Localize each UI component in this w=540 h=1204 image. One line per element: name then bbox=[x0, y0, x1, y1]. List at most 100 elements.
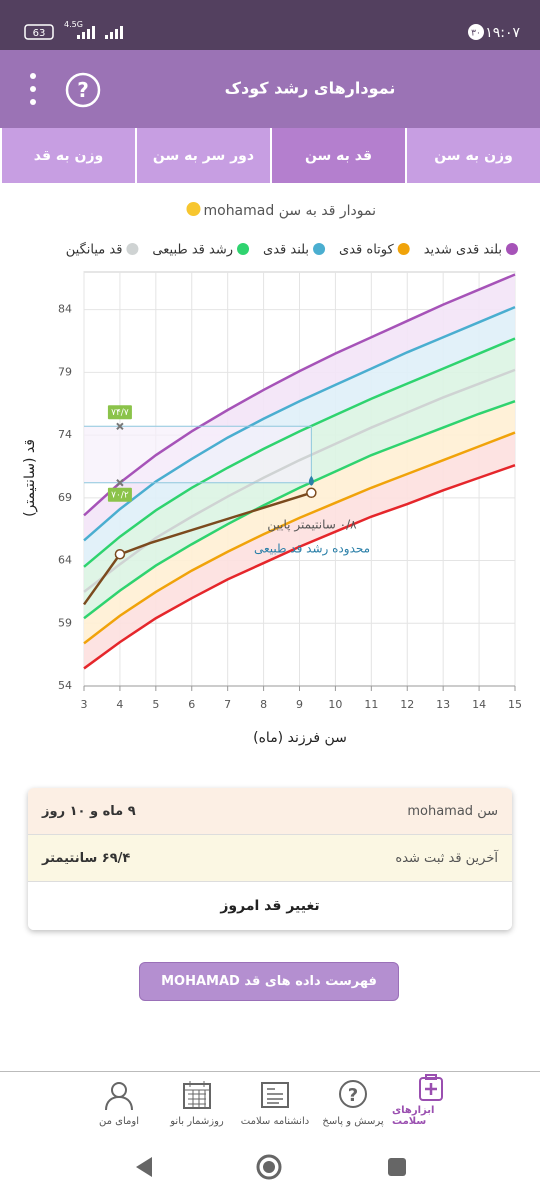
info-row: سن mohamad ۹ ماه و ۱۰ روز bbox=[28, 788, 512, 835]
info-label: سن mohamad bbox=[407, 803, 498, 819]
x-tick-label: 6 bbox=[188, 698, 195, 711]
nav-item[interactable]: ابزارهای سلامت bbox=[392, 1072, 470, 1137]
x-tick-label: 15 bbox=[508, 698, 522, 711]
legend-swatch bbox=[126, 243, 139, 255]
band-fill bbox=[84, 432, 515, 669]
y-axis-label: قد (سانتیمتر) bbox=[22, 439, 38, 517]
change-height-button[interactable]: تغییر قد امروز bbox=[28, 882, 512, 930]
range-label: ۷۴/۷ bbox=[111, 408, 129, 418]
y-tick-label: 59 bbox=[58, 616, 72, 629]
series-line bbox=[82, 491, 312, 606]
series-line bbox=[83, 337, 516, 568]
y-tick-label: 84 bbox=[58, 303, 72, 316]
nav-label: ابزارهای سلامت bbox=[392, 1105, 435, 1127]
nav-label: اومای من bbox=[99, 1116, 139, 1127]
legend-swatch bbox=[397, 243, 410, 255]
nav-icon: ? bbox=[339, 1080, 367, 1108]
nav-item[interactable]: اومای من bbox=[80, 1072, 158, 1137]
svg-text:?: ? bbox=[348, 1085, 358, 1106]
x-tick-label: 8 bbox=[260, 698, 267, 711]
x-tick-label: 12 bbox=[400, 698, 414, 711]
recents-button[interactable] bbox=[388, 1158, 406, 1176]
signal-icon bbox=[77, 26, 123, 39]
y-tick-label: 64 bbox=[58, 554, 72, 567]
app-header: ? نمودارهای رشد کودک bbox=[0, 50, 540, 128]
svg-text:?: ? bbox=[77, 78, 89, 102]
range-cross bbox=[116, 479, 124, 487]
tab[interactable]: دور سر به سن bbox=[137, 128, 270, 183]
legend-swatch bbox=[506, 243, 518, 255]
x-tick-label: 4 bbox=[116, 698, 123, 711]
network-type: 4.5G bbox=[64, 20, 83, 29]
x-tick-label: 5 bbox=[152, 698, 159, 711]
range-label-box bbox=[107, 405, 132, 420]
series-line bbox=[83, 273, 516, 517]
band-fill bbox=[84, 307, 515, 567]
back-button[interactable] bbox=[136, 1157, 152, 1177]
y-tick-label: 74 bbox=[58, 428, 72, 441]
nav-item[interactable]: ? پرسش و پاسخ bbox=[314, 1072, 392, 1137]
y-tick-label: 79 bbox=[58, 365, 72, 378]
status-bar: 63 4.5G ۳۰ ۱۹:۰۷ bbox=[0, 0, 540, 50]
legend-label: کوتاه قدی bbox=[339, 243, 394, 258]
nav-icon bbox=[261, 1082, 289, 1108]
menu-button[interactable] bbox=[30, 73, 36, 105]
legend-label: رشد قد طبیعی bbox=[152, 243, 233, 258]
tab[interactable]: وزن به قد bbox=[2, 128, 135, 183]
system-nav bbox=[0, 1137, 540, 1200]
status-icons: 63 4.5G ۳۰ ۱۹:۰۷ bbox=[24, 20, 520, 41]
notification-count: ۳۰ bbox=[471, 29, 481, 39]
help-button[interactable]: ? bbox=[65, 72, 101, 108]
legend-swatch bbox=[237, 243, 250, 255]
x-tick-label: 13 bbox=[436, 698, 450, 711]
legend-swatch bbox=[313, 243, 326, 255]
chart-title: نمودار قد به سن mohamad bbox=[203, 203, 376, 219]
battery-icon bbox=[24, 24, 54, 40]
x-tick-label: 11 bbox=[364, 698, 378, 711]
measurement-point bbox=[114, 549, 126, 560]
band-fill bbox=[84, 274, 515, 541]
nav-icon bbox=[105, 1082, 133, 1111]
range-cross bbox=[116, 422, 124, 431]
nav-icon bbox=[419, 1074, 443, 1101]
tab[interactable]: وزن به سن bbox=[407, 128, 540, 183]
clock: ۱۹:۰۷ bbox=[485, 25, 520, 41]
x-tick-label: 3 bbox=[81, 698, 88, 711]
nav-icon bbox=[183, 1081, 211, 1109]
header-title: نمودارهای رشد کودک bbox=[225, 79, 396, 98]
info-value: ۶۹/۴ سانتیمتر bbox=[42, 850, 131, 866]
info-row: آخرین قد ثبت شده ۶۹/۴ سانتیمتر bbox=[28, 835, 512, 882]
system-nav-icons bbox=[136, 1154, 406, 1180]
nav-item[interactable]: روزشمار بانو bbox=[158, 1072, 236, 1137]
tab[interactable]: قد به سن bbox=[272, 128, 405, 183]
x-axis-label: سن فرزند (ماه) bbox=[253, 730, 347, 746]
annotation: محدوده رشد قد طبیعی bbox=[254, 542, 370, 557]
bottom-nav: ابزارهای سلامت? پرسش و پاسخ دانشنامه سلامت… bbox=[0, 1071, 540, 1137]
range-label-box bbox=[107, 487, 132, 502]
x-tick-label: 14 bbox=[472, 698, 486, 711]
y-tick-label: 69 bbox=[58, 491, 72, 504]
chick-icon bbox=[186, 202, 201, 216]
measurement-point bbox=[306, 487, 317, 499]
nav-label: دانشنامه سلامت bbox=[240, 1116, 310, 1127]
annotation: ۰/۸ سانتیمتر پایین bbox=[267, 518, 357, 533]
band-fill bbox=[84, 401, 515, 644]
x-tick-label: 10 bbox=[328, 698, 342, 711]
info-label: آخرین قد ثبت شده bbox=[395, 850, 498, 866]
series-line bbox=[83, 431, 516, 645]
x-tick-label: 7 bbox=[224, 698, 231, 711]
nav-label: روزشمار بانو bbox=[170, 1116, 224, 1127]
nav-item[interactable]: دانشنامه سلامت bbox=[236, 1072, 314, 1137]
header-icons: ? نمودارهای رشد کودک bbox=[30, 72, 396, 108]
series-line bbox=[83, 305, 516, 542]
legend-label: بلند قدی شدید bbox=[424, 243, 502, 258]
growth-chart: نمودار قد به سن mohamad بلند قدی شدید کوتا… bbox=[22, 202, 522, 746]
series-line bbox=[83, 400, 516, 620]
data-list-button[interactable]: فهرست داده های قد MOHAMAD bbox=[139, 962, 399, 1001]
y-tick-label: 54 bbox=[58, 679, 72, 692]
info-value: ۹ ماه و ۱۰ روز bbox=[42, 803, 136, 819]
info-card: سن mohamad ۹ ماه و ۱۰ روز آخرین قد ثبت شد… bbox=[28, 788, 512, 930]
home-button[interactable] bbox=[256, 1154, 282, 1180]
battery-level: 63 bbox=[33, 28, 46, 39]
